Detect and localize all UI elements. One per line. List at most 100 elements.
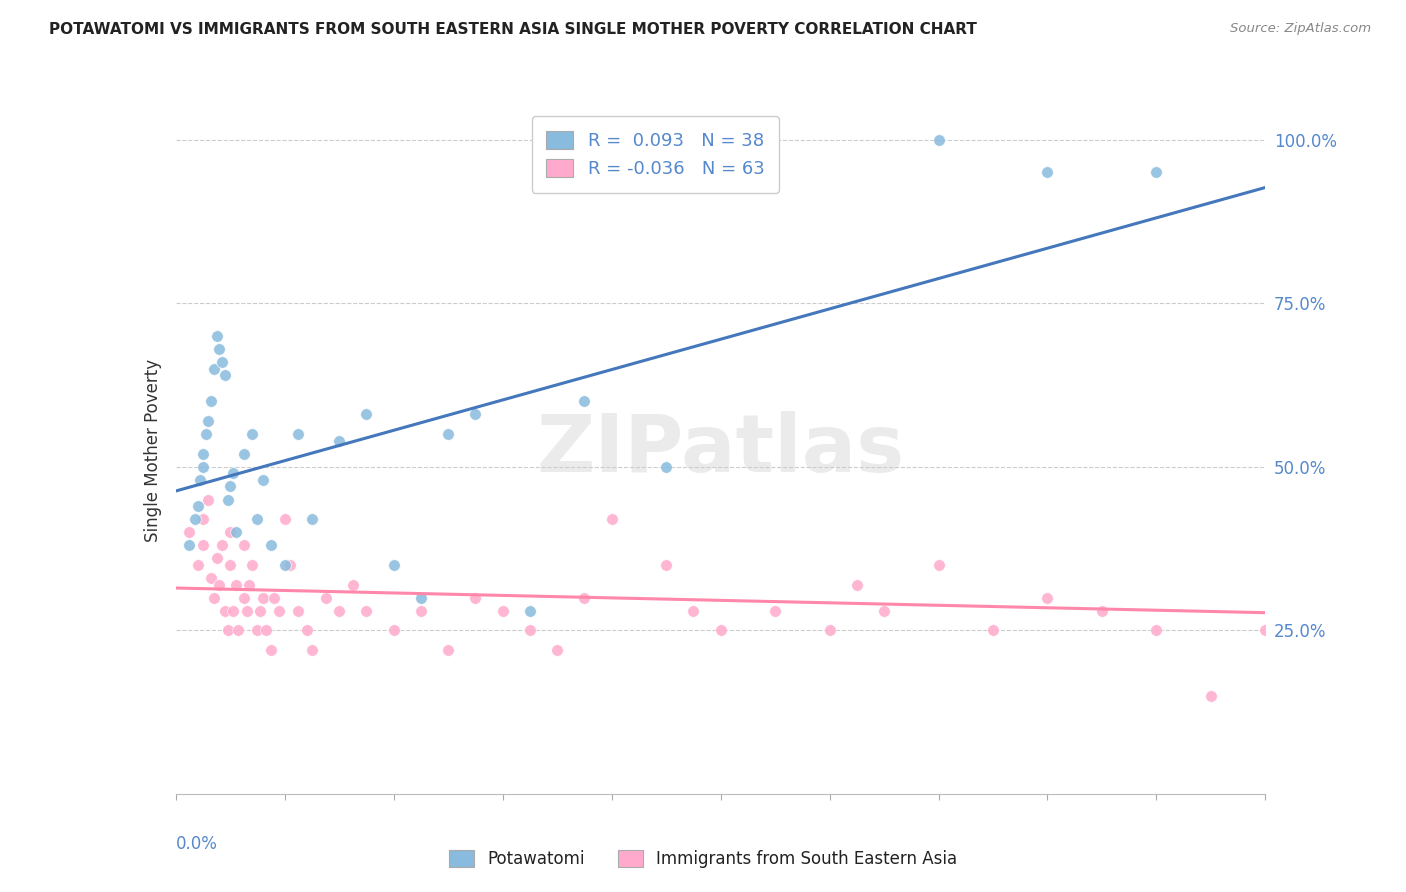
- Point: [574, 591, 596, 605]
- Point: [464, 591, 486, 605]
- Point: [214, 604, 236, 618]
- Point: [208, 342, 231, 356]
- Y-axis label: Single Mother Poverty: Single Mother Poverty: [143, 359, 162, 542]
- Point: [287, 604, 309, 618]
- Point: [437, 427, 460, 442]
- Point: [205, 551, 228, 566]
- Point: [260, 538, 283, 552]
- Point: [197, 414, 219, 428]
- Legend: Potawatomi, Immigrants from South Eastern Asia: Potawatomi, Immigrants from South Easter…: [441, 843, 965, 875]
- Point: [295, 624, 318, 638]
- Point: [710, 624, 733, 638]
- Point: [382, 558, 405, 572]
- Point: [873, 604, 896, 618]
- Point: [1091, 604, 1114, 618]
- Point: [202, 361, 225, 376]
- Point: [1254, 624, 1277, 638]
- Point: [763, 604, 786, 618]
- Point: [315, 591, 337, 605]
- Point: [269, 604, 291, 618]
- Point: [301, 512, 323, 526]
- Text: ZIPatlas: ZIPatlas: [537, 411, 904, 490]
- Point: [409, 604, 432, 618]
- Point: [211, 538, 233, 552]
- Text: Source: ZipAtlas.com: Source: ZipAtlas.com: [1230, 22, 1371, 36]
- Point: [600, 512, 623, 526]
- Point: [981, 624, 1004, 638]
- Point: [382, 624, 405, 638]
- Point: [188, 473, 211, 487]
- Point: [205, 329, 228, 343]
- Point: [219, 558, 242, 572]
- Point: [191, 538, 214, 552]
- Point: [186, 499, 209, 513]
- Point: [682, 604, 704, 618]
- Point: [928, 133, 950, 147]
- Point: [200, 394, 222, 409]
- Point: [232, 447, 254, 461]
- Point: [928, 558, 950, 572]
- Point: [274, 558, 297, 572]
- Point: [191, 447, 214, 461]
- Point: [252, 591, 274, 605]
- Point: [301, 643, 323, 657]
- Point: [191, 512, 214, 526]
- Point: [217, 624, 239, 638]
- Point: [1036, 165, 1059, 179]
- Point: [342, 577, 364, 591]
- Point: [225, 577, 247, 591]
- Point: [356, 604, 378, 618]
- Point: [818, 624, 841, 638]
- Point: [214, 368, 236, 383]
- Point: [240, 558, 263, 572]
- Point: [232, 591, 254, 605]
- Point: [194, 427, 217, 442]
- Point: [179, 525, 201, 540]
- Point: [492, 604, 515, 618]
- Point: [200, 571, 222, 585]
- Point: [655, 459, 678, 474]
- Point: [232, 538, 254, 552]
- Point: [260, 643, 283, 657]
- Point: [437, 643, 460, 657]
- Point: [1144, 624, 1167, 638]
- Point: [263, 591, 285, 605]
- Point: [186, 558, 209, 572]
- Point: [274, 512, 297, 526]
- Point: [1309, 525, 1331, 540]
- Point: [228, 624, 250, 638]
- Point: [409, 591, 432, 605]
- Point: [219, 525, 242, 540]
- Point: [211, 355, 233, 369]
- Point: [1364, 538, 1386, 552]
- Point: [845, 577, 868, 591]
- Point: [1036, 591, 1059, 605]
- Text: 0.0%: 0.0%: [176, 835, 218, 853]
- Point: [197, 492, 219, 507]
- Text: POTAWATOMI VS IMMIGRANTS FROM SOUTH EASTERN ASIA SINGLE MOTHER POVERTY CORRELATI: POTAWATOMI VS IMMIGRANTS FROM SOUTH EAST…: [49, 22, 977, 37]
- Point: [519, 604, 541, 618]
- Point: [519, 624, 541, 638]
- Point: [252, 473, 274, 487]
- Point: [287, 427, 309, 442]
- Point: [222, 604, 245, 618]
- Point: [246, 624, 269, 638]
- Point: [208, 577, 231, 591]
- Legend: R =  0.093   N = 38, R = -0.036   N = 63: R = 0.093 N = 38, R = -0.036 N = 63: [531, 116, 779, 193]
- Point: [574, 394, 596, 409]
- Point: [278, 558, 301, 572]
- Point: [254, 624, 277, 638]
- Point: [328, 434, 350, 448]
- Point: [184, 512, 207, 526]
- Point: [202, 591, 225, 605]
- Point: [238, 577, 260, 591]
- Point: [235, 604, 257, 618]
- Point: [249, 604, 271, 618]
- Point: [225, 525, 247, 540]
- Point: [217, 492, 239, 507]
- Point: [1199, 689, 1222, 703]
- Point: [655, 558, 678, 572]
- Point: [464, 408, 486, 422]
- Point: [222, 467, 245, 481]
- Point: [546, 643, 568, 657]
